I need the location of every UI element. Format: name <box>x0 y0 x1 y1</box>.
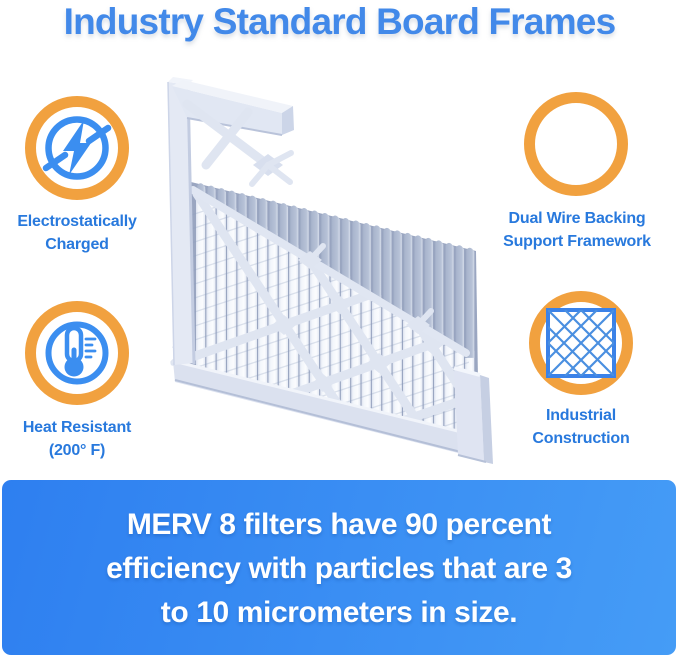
feature-label-wire-backing: Dual Wire Backing Support Framework <box>503 210 651 250</box>
bottom-frame-band <box>172 359 478 458</box>
upper-lattice-straps <box>182 99 294 187</box>
lightning-icon <box>25 96 129 200</box>
left-frame-bar <box>167 77 196 366</box>
feature-label-industrial: Industrial Construction <box>532 407 630 447</box>
page-title: Industry Standard Board Frames <box>63 1 616 42</box>
feature-icon-heat <box>22 298 132 408</box>
lattice-grid-icon <box>529 291 633 395</box>
feature-icon-wire-backing <box>521 89 631 199</box>
merv-info-banner: MERV 8 filters have 90 percent efficienc… <box>2 480 676 655</box>
feature-label-electrostatic: Electrostatically Charged <box>17 213 137 253</box>
front-lattice-straps <box>170 189 476 438</box>
right-frame-channel <box>453 366 493 464</box>
wire-mesh-icon <box>524 92 628 196</box>
banner-line-3: to 10 micrometers in size. <box>160 596 518 629</box>
thermometer-icon <box>25 301 129 405</box>
feature-icon-electrostatic <box>22 93 132 203</box>
border-spur <box>415 308 434 328</box>
feature-label-heat: Heat Resistant (200° F) <box>22 419 132 459</box>
banner-line-1: MERV 8 filters have 90 percent <box>126 508 552 541</box>
border-spur <box>307 243 326 263</box>
banner-line-2: efficiency with particles that are 3 <box>106 552 572 585</box>
pleated-air-filter-illustration <box>167 77 493 464</box>
feature-icon-industrial <box>526 288 636 398</box>
